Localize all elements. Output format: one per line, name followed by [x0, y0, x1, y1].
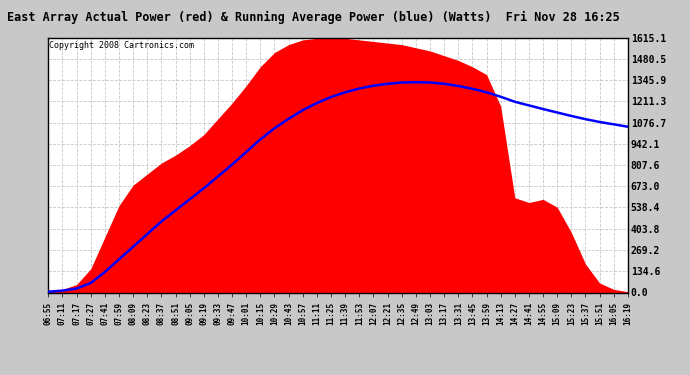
Text: East Array Actual Power (red) & Running Average Power (blue) (Watts)  Fri Nov 28: East Array Actual Power (red) & Running … [7, 11, 620, 24]
Text: Copyright 2008 Cartronics.com: Copyright 2008 Cartronics.com [50, 41, 195, 50]
